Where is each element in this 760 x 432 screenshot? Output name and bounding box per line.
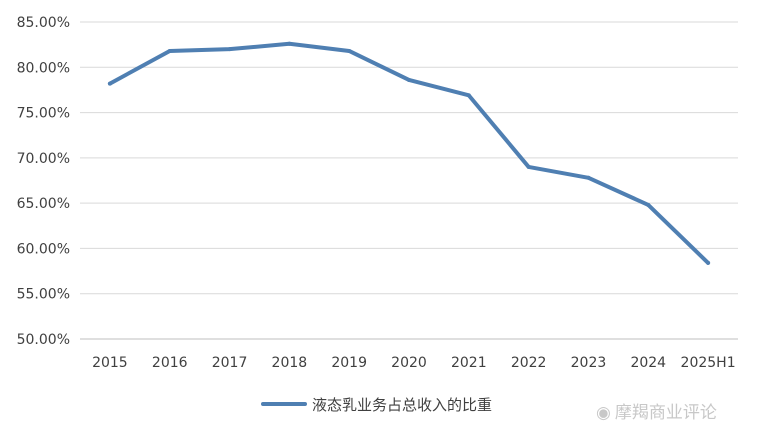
weibo-icon: ◉ xyxy=(596,403,611,423)
series-lines xyxy=(107,41,711,265)
watermark-text: 摩羯商业评论 xyxy=(614,403,717,423)
data-point xyxy=(586,175,591,180)
y-tick-label: 80.00% xyxy=(17,60,70,76)
y-tick-label: 85.00% xyxy=(17,15,70,31)
series-line xyxy=(107,41,711,265)
data-point xyxy=(167,48,172,53)
y-tick-label: 65.00% xyxy=(17,196,70,212)
y-tick-label: 55.00% xyxy=(17,287,70,303)
data-point xyxy=(466,93,471,98)
watermark: ◉ 摩羯商业评论 xyxy=(596,398,717,423)
x-tick-label: 2018 xyxy=(272,355,308,371)
grid-lines xyxy=(80,21,738,295)
x-axis-tick-labels: 2015 2016 2017 2018 2019 2020 2021 2022 2023 2024… xyxy=(92,355,736,371)
x-tick-label: 2020 xyxy=(391,355,427,371)
y-tick-label: 60.00% xyxy=(17,241,70,257)
x-tick-label: 2019 xyxy=(331,355,367,371)
x-tick-label: 2017 xyxy=(212,355,248,371)
data-point xyxy=(407,77,411,82)
x-tick-label: 2025H1 xyxy=(681,355,736,371)
data-point xyxy=(107,81,112,86)
x-tick-label: 2016 xyxy=(152,355,188,371)
data-point xyxy=(347,48,352,53)
data-point xyxy=(706,260,711,265)
x-tick-label: 2021 xyxy=(451,355,487,371)
y-axis-tick-labels: 50.00% 55.00% 60.00% 65.00% 70.00% 75.00% 80.0… xyxy=(17,15,70,348)
data-point xyxy=(526,164,531,169)
data-point xyxy=(227,47,232,52)
legend-label: 液态乳业务占总收入的比重 xyxy=(312,396,492,414)
x-tick-label: 2015 xyxy=(92,355,128,371)
y-tick-label: 75.00% xyxy=(17,106,70,122)
data-point xyxy=(646,202,651,207)
y-tick-label: 50.00% xyxy=(17,332,70,348)
data-point xyxy=(287,41,292,46)
x-tick-label: 2022 xyxy=(511,355,547,371)
x-tick-label: 2023 xyxy=(571,355,607,371)
legend: 液态乳业务占总收入的比重 xyxy=(261,396,492,414)
y-tick-label: 70.00% xyxy=(17,151,70,167)
x-tick-label: 2024 xyxy=(630,355,666,371)
